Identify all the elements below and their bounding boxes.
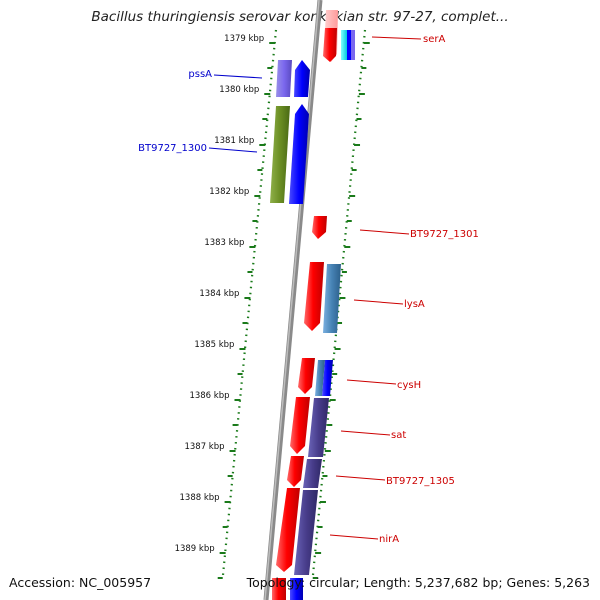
gene-label-bt9727-1301[interactable]: BT9727_1301 bbox=[410, 229, 479, 240]
gene-label-sat[interactable]: sat bbox=[391, 430, 406, 441]
gene-bt1300-blue[interactable] bbox=[289, 104, 309, 204]
gene-pssa-blue[interactable] bbox=[294, 60, 310, 97]
gene-label-bt9727-1305[interactable]: BT9727_1305 bbox=[386, 476, 455, 487]
gene-sera-purple[interactable] bbox=[351, 30, 355, 60]
kbp-tick-label: 1381 kbp bbox=[214, 136, 254, 146]
gene-label-cysh[interactable]: cysH bbox=[397, 380, 421, 391]
kbp-ticks: 1379 kbp 1380 kbp 1381 kbp 1382 kbp 1383 kbp… bbox=[175, 34, 370, 579]
gene-label-nira[interactable]: nirA bbox=[379, 534, 399, 545]
gene-lysa-steel[interactable] bbox=[323, 264, 341, 333]
kbp-tick-label: 1380 kbp bbox=[219, 85, 259, 95]
genome-summary-text: Topology: circular; Length: 5,237,682 bp… bbox=[246, 575, 590, 590]
gene-labels: pssA BT9727_1300 serA BT9727_1301 lysA c… bbox=[138, 34, 479, 545]
gene-features bbox=[270, 10, 355, 600]
kbp-tick-label: 1383 kbp bbox=[204, 238, 244, 248]
gene-sera-red[interactable] bbox=[323, 28, 337, 62]
kbp-tick-label: 1386 kbp bbox=[189, 391, 229, 401]
genome-backbone bbox=[263, 0, 323, 600]
gene-label-sera[interactable]: serA bbox=[423, 34, 445, 45]
gene-nira-slate[interactable] bbox=[294, 490, 318, 575]
label-connectors bbox=[208, 36, 422, 540]
gene-sera-cyan[interactable] bbox=[341, 30, 347, 60]
kbp-tick-label: 1384 kbp bbox=[199, 289, 239, 299]
kbp-tick-label: 1387 kbp bbox=[184, 442, 224, 452]
gene-bt1305-red[interactable] bbox=[287, 456, 304, 487]
kbp-tick-label: 1389 kbp bbox=[175, 544, 215, 554]
kbp-tick-label: 1388 kbp bbox=[180, 493, 220, 503]
kbp-tick-label: 1379 kbp bbox=[224, 34, 264, 44]
gene-cysh-steel[interactable] bbox=[315, 360, 325, 396]
gene-label-bt9727-1300[interactable]: BT9727_1300 bbox=[138, 143, 207, 154]
left-dotted-rail bbox=[221, 29, 278, 576]
gene-cysh-blue[interactable] bbox=[322, 360, 333, 396]
map-title: Bacillus thuringiensis serovar konkukian… bbox=[91, 9, 509, 25]
accession-text: Accession: NC_005957 bbox=[9, 575, 152, 590]
gene-bottom-blue[interactable] bbox=[290, 578, 303, 600]
gene-bt1300-green[interactable] bbox=[270, 106, 290, 203]
gene-lysa-red[interactable] bbox=[304, 262, 324, 331]
kbp-tick-label: 1385 kbp bbox=[194, 340, 234, 350]
gene-label-pssa[interactable]: pssA bbox=[188, 69, 212, 80]
right-dotted-rail bbox=[311, 29, 367, 576]
gene-label-lysa[interactable]: lysA bbox=[404, 299, 425, 310]
gene-cysh-red[interactable] bbox=[298, 358, 315, 394]
genome-backbone-highlight bbox=[264, 0, 320, 600]
gene-bottom-red[interactable] bbox=[272, 578, 286, 600]
gene-pssa-purple[interactable] bbox=[276, 60, 292, 97]
gene-bt1301-red[interactable] bbox=[312, 216, 327, 239]
gene-sat-slate[interactable] bbox=[308, 398, 329, 457]
kbp-tick-label: 1382 kbp bbox=[209, 187, 249, 197]
gene-bt1305-slate[interactable] bbox=[303, 459, 322, 488]
gene-nira-red[interactable] bbox=[276, 488, 300, 572]
gene-sera-blue[interactable] bbox=[347, 30, 351, 60]
gene-sat-red[interactable] bbox=[290, 397, 310, 454]
